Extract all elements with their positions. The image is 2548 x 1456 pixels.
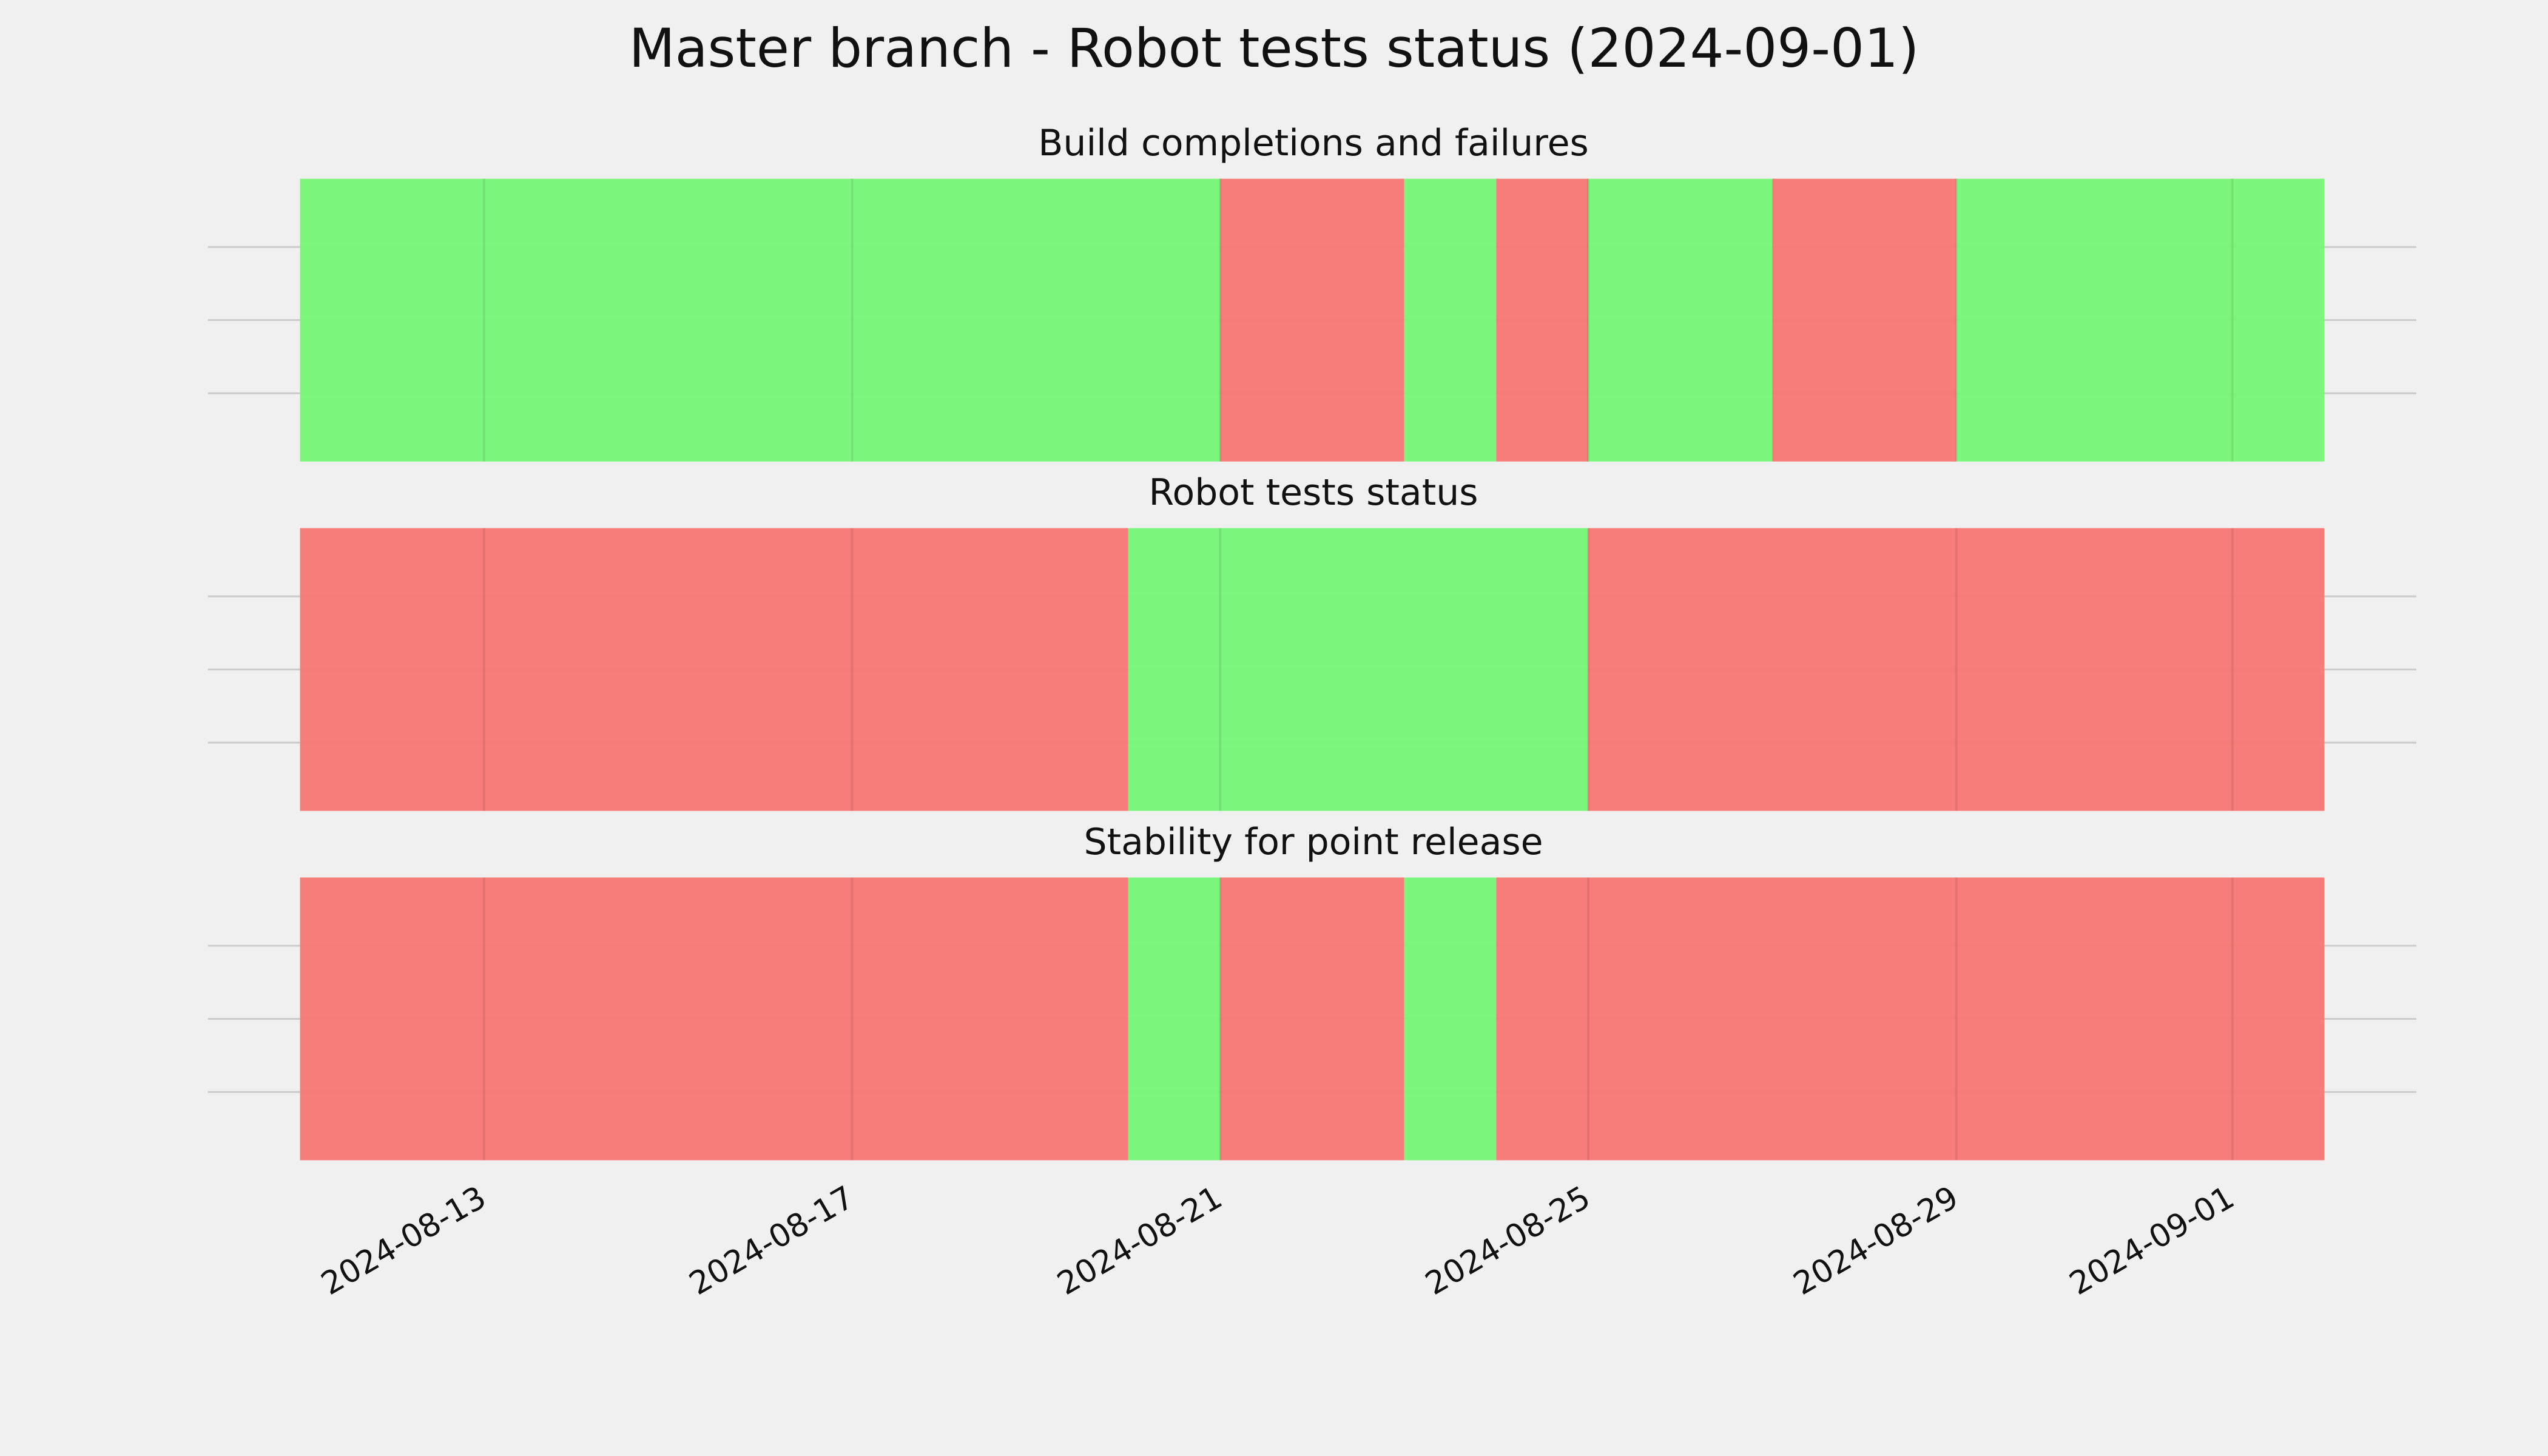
status-segment [300,877,1128,1161]
status-segment [300,178,1221,462]
status-segment [1496,877,2325,1161]
status-segment [1404,178,1497,462]
status-segment [1496,178,1588,462]
status-segment [1588,178,1773,462]
status-segment [300,528,1128,811]
panel-title: Build completions and failures [1038,122,1589,164]
status-segment [1588,528,2325,811]
status-segment [1220,178,1404,462]
status-segment [1128,877,1221,1161]
chart-title: Master branch - Robot tests status (2024… [629,17,1919,79]
status-segment [1220,877,1404,1161]
status-segment [1128,528,1588,811]
panel-title: Stability for point release [1084,821,1543,863]
status-segment [1404,877,1497,1161]
status-segment [1956,178,2325,462]
status-segment [1772,178,1956,462]
panel-title: Robot tests status [1148,471,1478,514]
